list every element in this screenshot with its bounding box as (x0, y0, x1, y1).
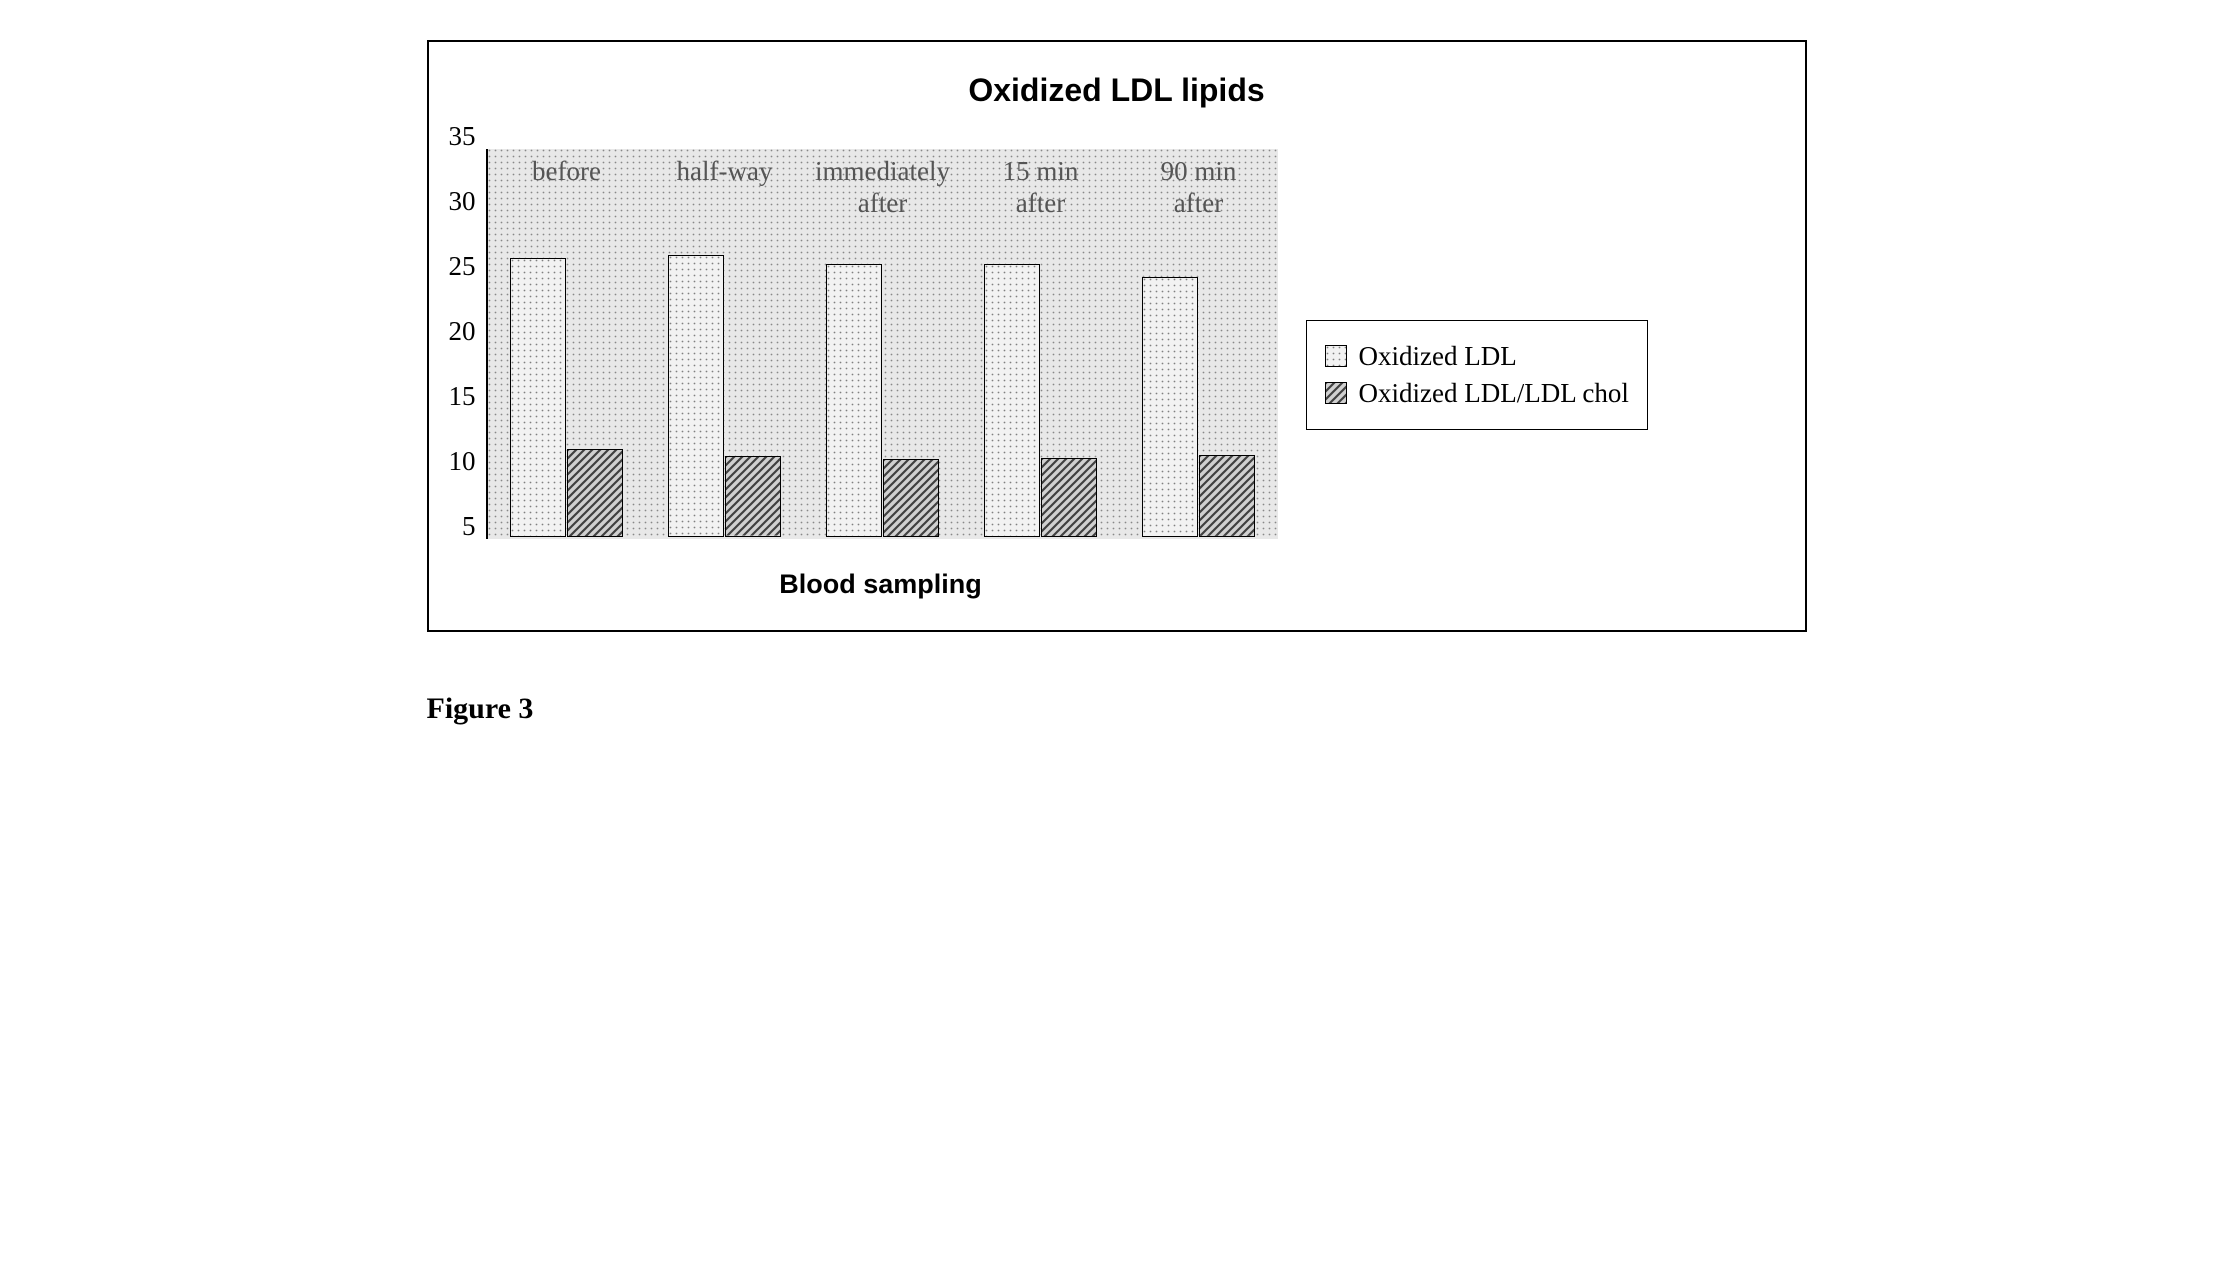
bar (826, 264, 883, 537)
legend-label: Oxidized LDL/LDL chol (1359, 378, 1629, 409)
category-group: 90 min after (1120, 149, 1278, 537)
bar (1142, 277, 1199, 537)
x-axis-label: Blood sampling (486, 569, 1276, 600)
category-label: before (488, 155, 646, 187)
plot-zone: 3530252015105 beforehalf-wayimmediately … (449, 149, 1276, 600)
y-axis: 3530252015105 (449, 149, 486, 539)
chart-title: Oxidized LDL lipids (449, 72, 1785, 109)
legend-swatch (1325, 345, 1347, 367)
legend-item: Oxidized LDL/LDL chol (1325, 378, 1629, 409)
category-label: immediately after (804, 155, 962, 220)
category-label: 15 min after (962, 155, 1120, 220)
chart-body: 3530252015105 beforehalf-wayimmediately … (449, 149, 1785, 600)
category-group: before (488, 149, 646, 537)
plot-area: beforehalf-wayimmediately after15 min af… (486, 149, 1276, 539)
category-group: immediately after (804, 149, 962, 537)
legend-item: Oxidized LDL (1325, 341, 1629, 372)
plot-column: beforehalf-wayimmediately after15 min af… (486, 149, 1276, 600)
bar (725, 456, 782, 537)
category-label: 90 min after (1120, 155, 1278, 220)
category-group: half-way (646, 149, 804, 537)
bar (510, 258, 567, 538)
legend: Oxidized LDL Oxidized LDL/LDL chol (1306, 320, 1648, 430)
category-label: half-way (646, 155, 804, 187)
bar (1041, 458, 1098, 537)
bar (1199, 455, 1256, 537)
legend-label: Oxidized LDL (1359, 341, 1517, 372)
bar (668, 255, 725, 537)
legend-swatch (1325, 382, 1347, 404)
bar (883, 459, 940, 537)
figure-caption: Figure 3 (427, 692, 1807, 726)
bar (984, 264, 1041, 537)
figure-wrap: Oxidized LDL lipids 3530252015105 before… (427, 40, 1807, 726)
chart-frame: Oxidized LDL lipids 3530252015105 before… (427, 40, 1807, 632)
bar (567, 449, 624, 537)
category-group: 15 min after (962, 149, 1120, 537)
